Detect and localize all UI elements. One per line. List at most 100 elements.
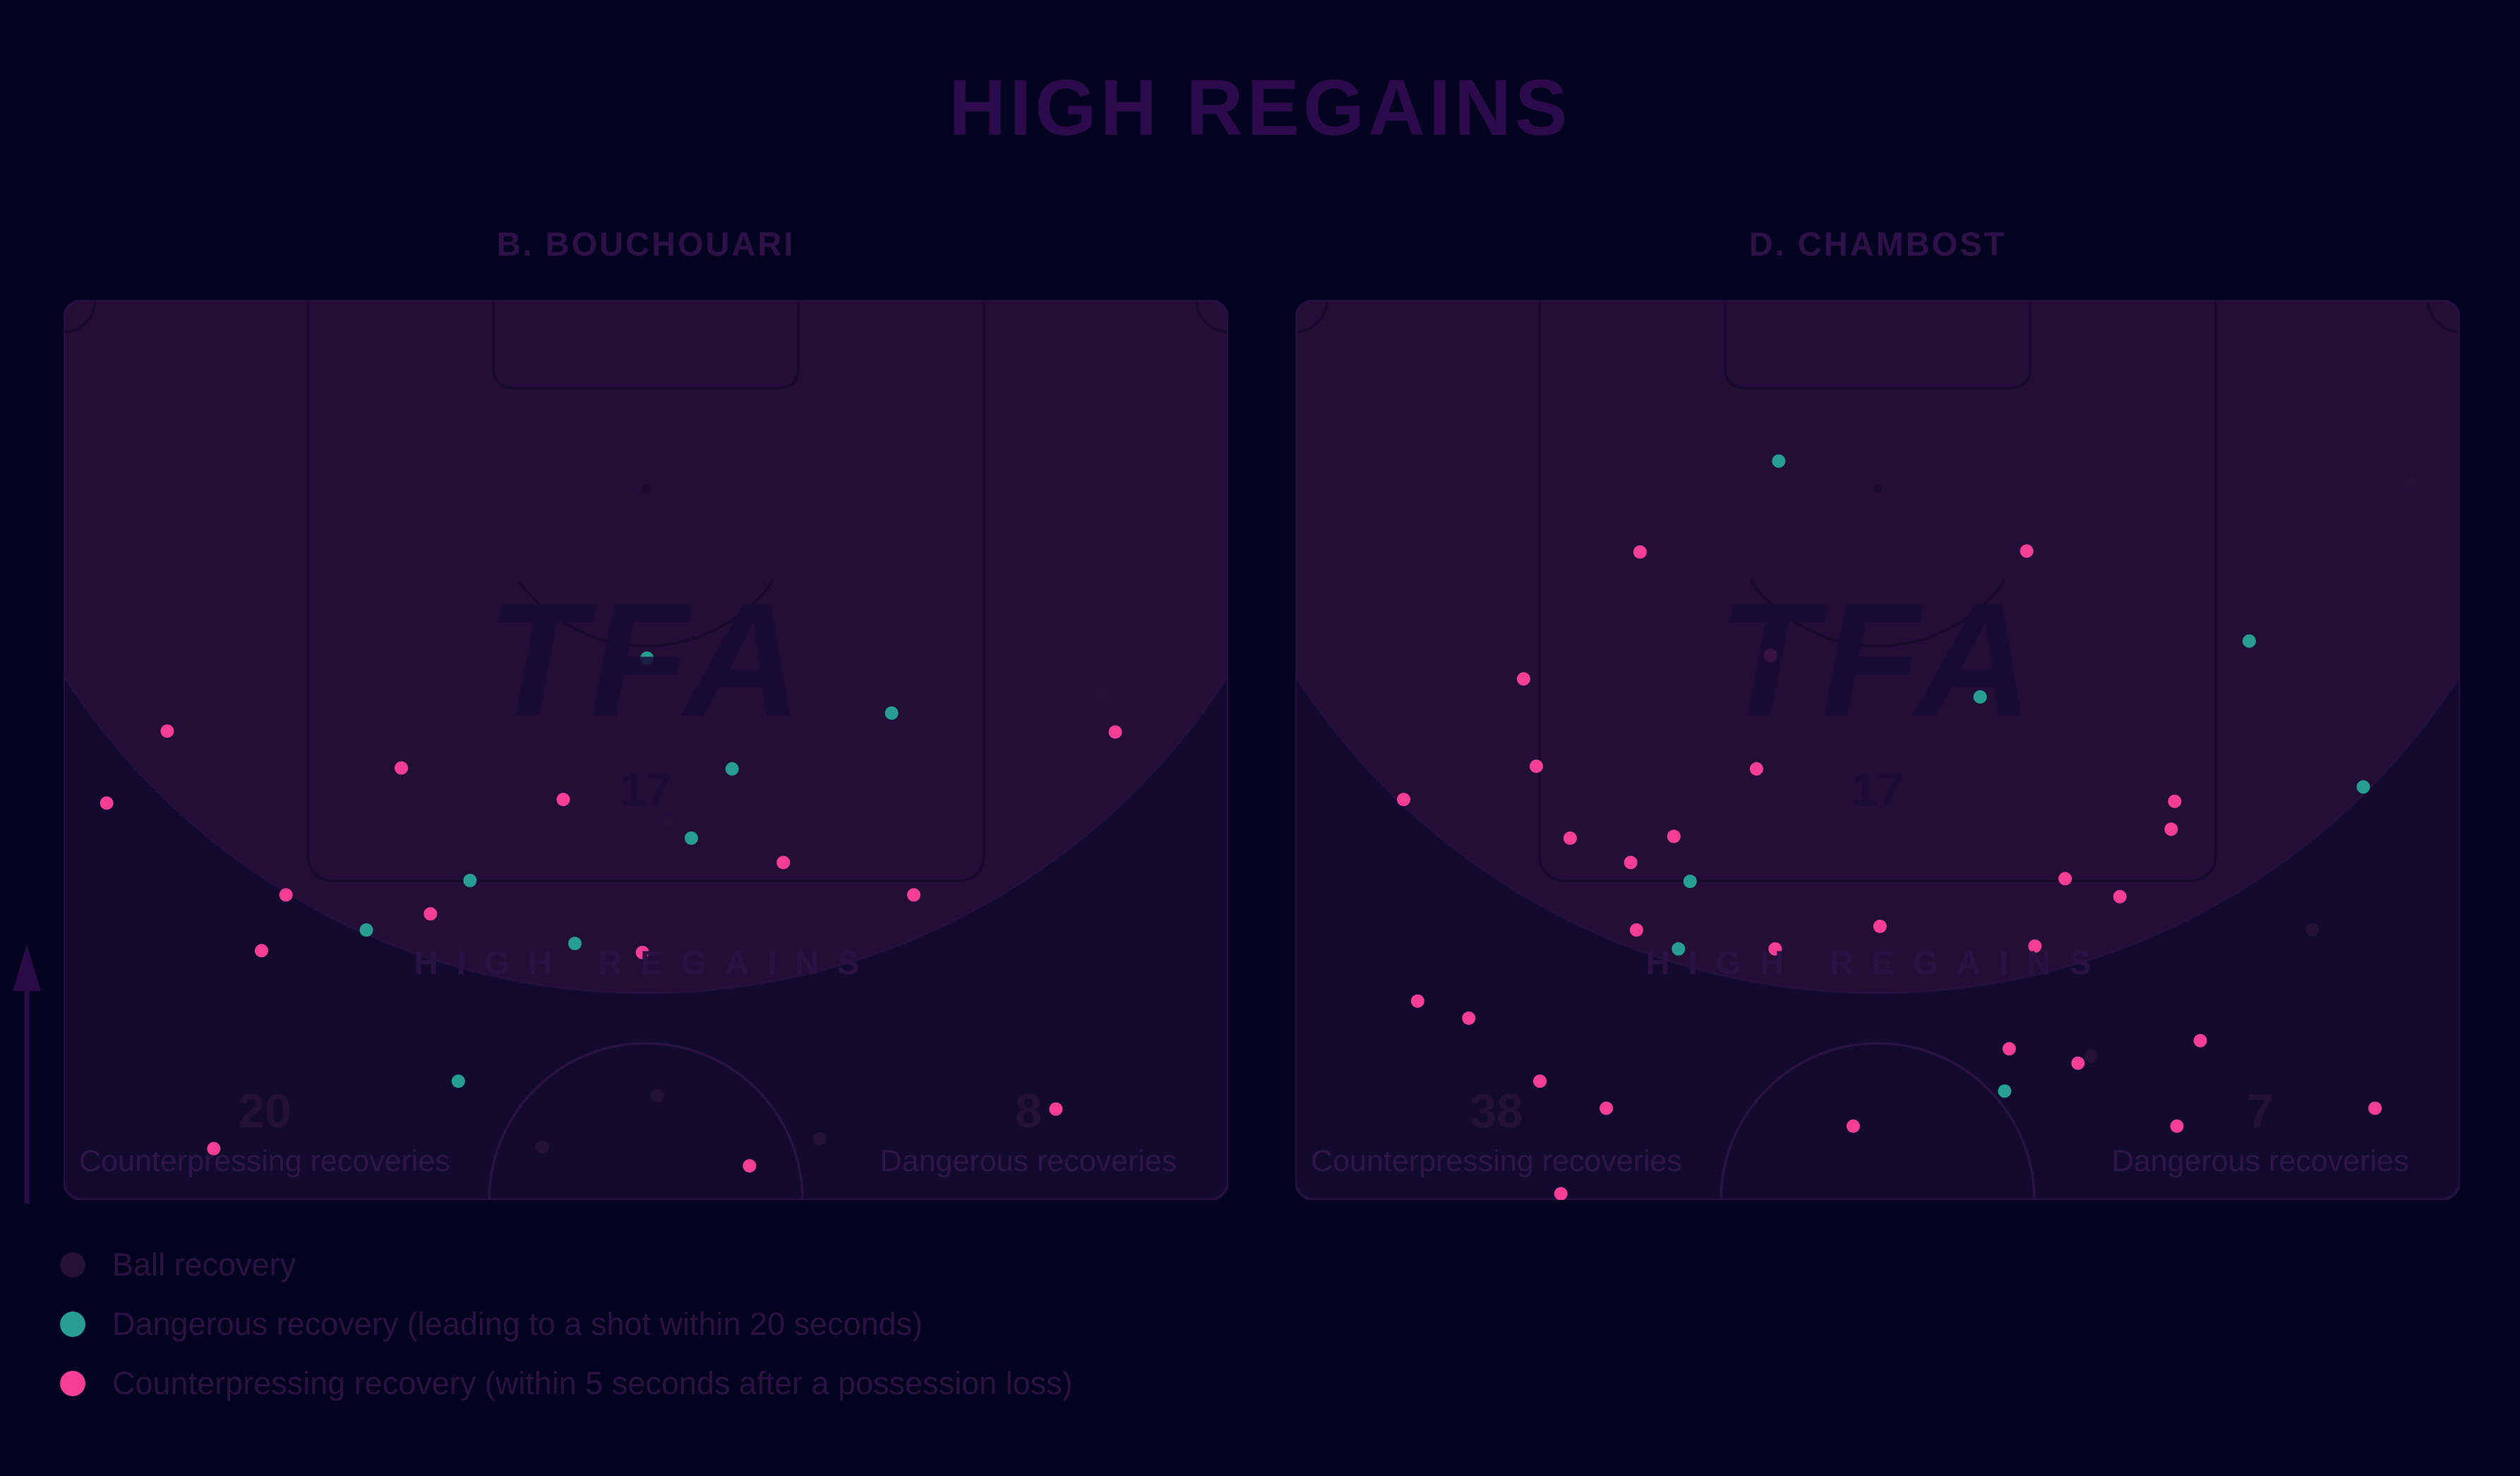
stat-value: 20 [238, 1084, 292, 1138]
legend-label: Ball recovery [112, 1247, 296, 1283]
counterpressing-recovery-dot [907, 888, 920, 902]
stat-label: Counterpressing recoveries [1311, 1144, 1682, 1178]
dangerous-recovery-dot [725, 762, 739, 776]
counterpressing-recovery-dot [1410, 994, 1424, 1008]
ball-recovery-dot [2084, 1049, 2098, 1063]
counterpressing-recovery-dot [395, 761, 408, 775]
counterpressing-recovery-dot [2170, 1119, 2184, 1133]
tfa-watermark-sub: 17 [620, 763, 672, 815]
counterpressing-recovery-dot [1533, 1074, 1547, 1088]
six-yard-box [1724, 300, 2032, 390]
high-regain-zone [64, 300, 1228, 995]
ball-recovery-dot [2305, 923, 2319, 937]
corner-arc-left [1295, 300, 1328, 333]
counterpressing-recovery-dot [207, 1141, 221, 1156]
six-yard-box [492, 300, 800, 390]
counterpressing-recovery-dot [424, 907, 438, 921]
counterpressing-recovery-dot [556, 793, 570, 807]
player-name-left: B. BOUCHOUARI [496, 225, 796, 263]
dangerous-recovery-dot [359, 923, 373, 937]
center-circle [488, 1042, 804, 1200]
counterpressing-recovery-dot [776, 856, 791, 870]
dangerous-recovery-dot [1772, 454, 1786, 468]
counterpressing-recovery-dot [1530, 760, 1543, 773]
dangerous-recovery-dot [1998, 1084, 2012, 1098]
counterpressing-recovery-dot [1049, 1102, 1063, 1116]
tfa-watermark: TFA [1717, 569, 2038, 750]
counterpressing-recovery-dot [1749, 762, 1763, 776]
stat-dangerous-left: 8 Dangerous recoveries [817, 1087, 1240, 1177]
legend-row-ball: Ball recovery [60, 1244, 1073, 1286]
center-circle [1720, 1042, 2036, 1200]
counterpressing-recovery-dot [2020, 544, 2034, 558]
dangerous-recovery-dot [2242, 634, 2256, 648]
stat-label: Counterpressing recoveries [79, 1144, 450, 1178]
recovery-dots-right [1397, 454, 2417, 1200]
counterpressing-recovery-dot [2071, 1056, 2085, 1070]
stat-counterpressing-left: 20 Counterpressing recoveries [53, 1087, 476, 1177]
counterpressing-recovery-dot [1629, 923, 1643, 937]
penalty-arc [1749, 580, 2006, 647]
dangerous-recovery-dot [884, 706, 899, 720]
ball-recovery-dot [1878, 958, 1892, 972]
penalty-box [306, 300, 985, 882]
counterpressing-recovery-dot [255, 944, 268, 958]
tfa-watermark-sub: 17 [1852, 763, 1904, 815]
counterpressing-recovery-dot [2002, 1042, 2016, 1056]
high-regains-zone-label: HIGH REGAINS [1645, 944, 2110, 981]
counterpressing-recovery-dot [1768, 942, 1782, 956]
counterpressing-recovery-dot [1516, 672, 1530, 686]
counterpressing-recovery-dot [1554, 1187, 1568, 1200]
counterpressing-recovery-dot [2113, 889, 2127, 904]
penalty-arc [517, 580, 774, 647]
counterpressing-recovery-dot [1600, 1101, 1614, 1115]
dangerous-recovery-dot [1683, 875, 1697, 889]
player-name-right: D. CHAMBOST [1748, 225, 2007, 263]
counterpressing-recovery-dot [1633, 545, 1647, 559]
counterpressing-recovery-dot [1763, 649, 1777, 663]
high-regain-zone [1295, 300, 2460, 995]
ball-recovery-dot [2403, 475, 2417, 488]
counterpressing-recovery-dot [1108, 725, 1122, 739]
counterpressing-recovery-dot [2164, 822, 2178, 836]
dangerous-recovery-dot [684, 831, 698, 845]
stat-label: Dangerous recoveries [2111, 1144, 2409, 1178]
corner-arc-right [1195, 300, 1228, 333]
counterpressing-recovery-dot [1846, 1119, 1860, 1133]
dangerous-recovery-dot-icon [60, 1312, 85, 1337]
page-title: HIGH REGAINS [949, 64, 1571, 152]
counterpressing-recovery-dot [1624, 856, 1638, 870]
pitch-markings [64, 300, 1228, 882]
stat-value: 38 [1470, 1084, 1523, 1138]
ball-recovery-dot [651, 1088, 664, 1103]
stat-dangerous-right: 7 Dangerous recoveries [2048, 1087, 2472, 1177]
corner-arc-left [64, 300, 97, 333]
counterpressing-recovery-dot [160, 724, 174, 738]
penalty-spot [1873, 485, 1882, 493]
stat-value: 8 [1015, 1084, 1042, 1138]
stat-label: Dangerous recoveries [880, 1144, 1177, 1178]
ball-recovery-dot [662, 815, 676, 829]
counterpressing-recovery-dot [635, 945, 649, 959]
pitch-markings [1295, 300, 2460, 882]
counterpressing-recovery-dot [1873, 919, 1887, 933]
counterpressing-recovery-dot [100, 796, 114, 810]
legend-label: Dangerous recovery (leading to a shot wi… [112, 1306, 923, 1342]
counterpressing-recovery-dot-icon [60, 1371, 85, 1396]
dangerous-recovery-dot [1672, 942, 1686, 956]
legend: Ball recovery Dangerous recovery (leadin… [60, 1244, 1073, 1422]
pitch-map-left: TFA 17 HIGH REGAINS 20 Counterpressing r… [64, 300, 1228, 1200]
pitch-svg-right [1295, 300, 2460, 1200]
dangerous-recovery-dot [451, 1074, 465, 1088]
counterpressing-recovery-dot [2168, 794, 2182, 808]
corner-arc-right [2427, 300, 2460, 333]
counterpressing-recovery-dot [279, 888, 293, 902]
dangerous-recovery-dot [2356, 780, 2370, 794]
counterpressing-recovery-dot [2058, 872, 2072, 886]
penalty-spot [642, 485, 650, 493]
counterpressing-recovery-dot [1563, 831, 1577, 845]
counterpressing-recovery-dot [2028, 939, 2042, 953]
legend-row-dangerous: Dangerous recovery (leading to a shot wi… [60, 1303, 1073, 1345]
pitch-svg-left [64, 300, 1228, 1200]
